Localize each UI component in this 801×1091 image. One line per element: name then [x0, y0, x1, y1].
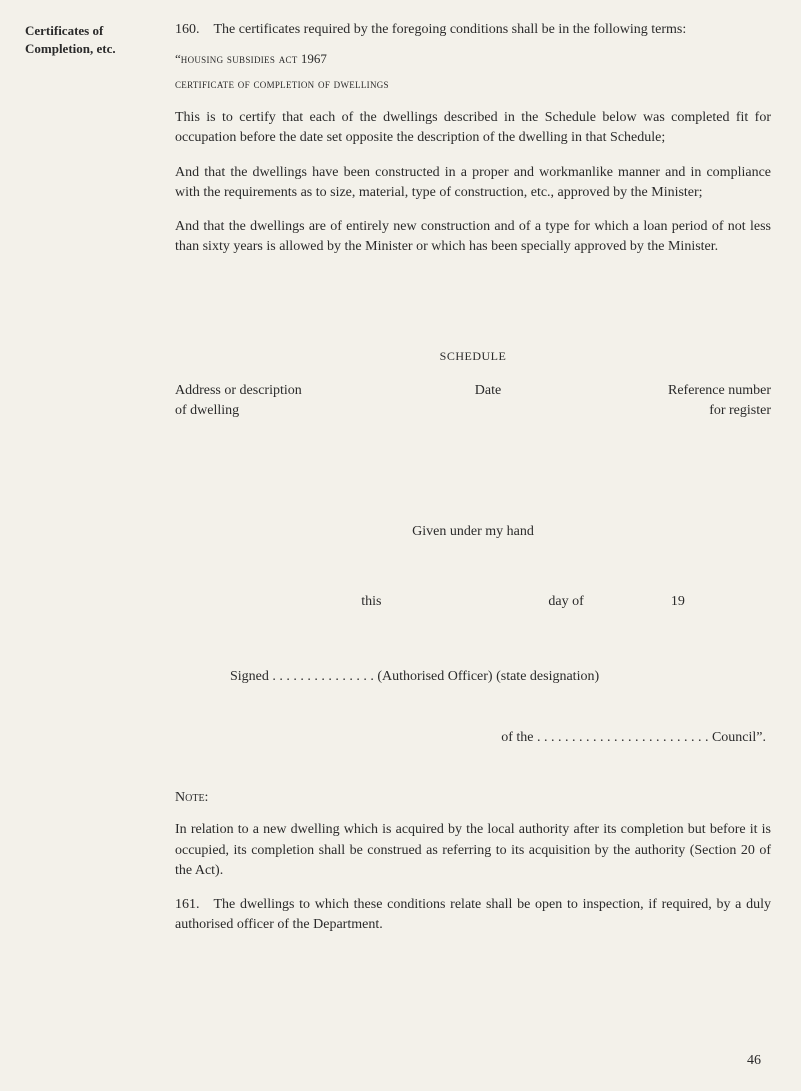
quote-housing-subsidies: “housing subsidies act 1967	[175, 50, 771, 69]
para-160: 160. The certificates required by the fo…	[175, 20, 771, 40]
page-number: 46	[747, 1053, 761, 1069]
year-prefix: 19	[671, 592, 685, 612]
schedule-col-date: Date	[375, 381, 601, 422]
quote-sc: housing subsidies act	[181, 51, 298, 66]
signed-label: Signed	[230, 669, 269, 684]
margin-column: Certificates of Completion, etc.	[25, 20, 155, 950]
schedule-columns: Address or description of dwelling Date …	[175, 381, 771, 422]
para-and2: And that the dwellings are of entirely n…	[175, 217, 771, 258]
schedule-title: SCHEDULE	[175, 348, 771, 365]
signed-line: Signed . . . . . . . . . . . . . . . (Au…	[175, 667, 771, 687]
margin-heading: Certificates of Completion, etc.	[25, 22, 155, 57]
note-para: In relation to a new dwelling which is a…	[175, 820, 771, 881]
sched-left-l2: of dwelling	[175, 401, 375, 421]
schedule-block: SCHEDULE Address or description of dwell…	[175, 348, 771, 613]
quote-year: 1967	[298, 51, 327, 66]
ofthe-label: of the	[501, 730, 533, 745]
sched-right-l2: for register	[601, 401, 771, 421]
ofthe-line: of the . . . . . . . . . . . . . . . . .…	[175, 728, 771, 748]
schedule-col-reference: Reference number for register	[601, 381, 771, 422]
ofthe-tail: Council”.	[712, 730, 766, 745]
this-label: this	[361, 592, 381, 612]
margin-heading-line2: Completion, etc.	[25, 40, 155, 58]
sched-left-l1: Address or description	[175, 381, 375, 401]
signed-dots: . . . . . . . . . . . . . . .	[269, 669, 378, 684]
content-column: 160. The certificates required by the fo…	[175, 20, 771, 950]
this-day-line: this day of 19	[175, 592, 771, 612]
sched-mid: Date	[375, 381, 601, 401]
para-161: 161. The dwellings to which these condit…	[175, 895, 771, 936]
schedule-col-address: Address or description of dwelling	[175, 381, 375, 422]
margin-heading-line1: Certificates of	[25, 22, 155, 40]
given-under-hand: Given under my hand	[175, 522, 771, 542]
signed-tail: (Authorised Officer) (state designation)	[377, 669, 599, 684]
note-heading: Note:	[175, 788, 771, 808]
para-certify: This is to certify that each of the dwel…	[175, 108, 771, 149]
sched-right-l1: Reference number	[601, 381, 771, 401]
para-and1: And that the dwellings have been constru…	[175, 163, 771, 204]
ofthe-dots: . . . . . . . . . . . . . . . . . . . . …	[533, 730, 712, 745]
dayof-label: day of	[548, 592, 583, 612]
quote-certificate-line: certificate of completion of dwellings	[175, 75, 771, 94]
